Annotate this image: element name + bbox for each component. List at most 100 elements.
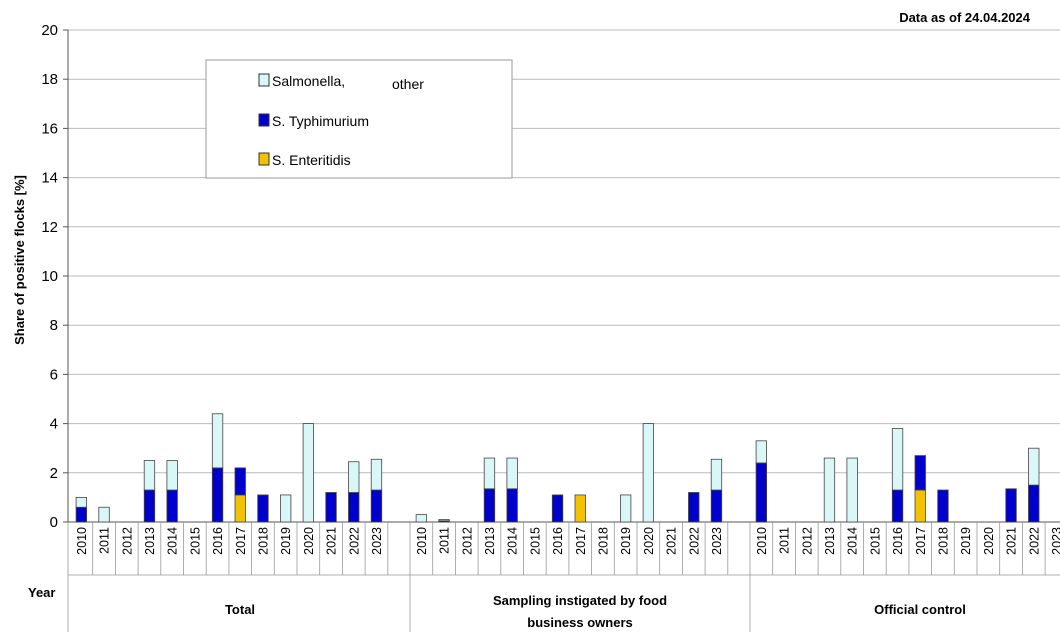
x-tick-label: 2018 xyxy=(936,527,950,555)
x-tick-label: 2019 xyxy=(279,527,293,555)
bar-segment-typhimurium xyxy=(370,489,383,523)
x-tick-label: 2018 xyxy=(596,527,610,555)
x-tick-label: 2021 xyxy=(665,527,679,555)
x-tick-label: 2021 xyxy=(1005,527,1019,555)
group-separators: Total Sampling instigated by food business… xyxy=(67,522,1060,632)
group-label: Sampling instigated by food xyxy=(493,593,667,608)
x-tick-label: 2015 xyxy=(868,527,882,555)
x-tick-label: 2012 xyxy=(800,527,814,555)
bar-segment-typhimurium xyxy=(551,494,564,523)
bar-segment-other xyxy=(483,457,496,490)
y-axis-ticks: 0 2 4 6 8 10 12 14 16 18 20 xyxy=(41,22,1060,531)
y-axis-label: Share of positive flocks [%] xyxy=(12,175,27,345)
bar-segment-other xyxy=(98,506,110,523)
x-tick-label: 2012 xyxy=(460,527,474,555)
x-tick-label: 2022 xyxy=(1027,527,1041,555)
y-tick-label: 8 xyxy=(50,317,58,334)
legend-box xyxy=(205,59,513,179)
bar-segment-other xyxy=(438,519,450,522)
x-tick-label: 2016 xyxy=(211,527,225,555)
bar-segment-typhimurium xyxy=(211,467,224,523)
bar-segment-other xyxy=(143,460,156,491)
legend-label-other: Salmonella, xyxy=(272,73,345,89)
x-tick-label: 2023 xyxy=(1050,527,1060,555)
x-tick-label: 2010 xyxy=(75,527,89,555)
legend-label-other-2: other xyxy=(392,76,424,92)
x-tick-label: 2020 xyxy=(302,527,316,555)
group-label: business owners xyxy=(527,615,632,630)
group-label: Total xyxy=(225,602,255,617)
x-tick-label: 2018 xyxy=(256,527,270,555)
x-tick-label: 2019 xyxy=(959,527,973,555)
x-tick-label: 2022 xyxy=(347,527,361,555)
legend-label-enteritidis: S. Enteritidis xyxy=(272,152,351,168)
bar-segment-typhimurium xyxy=(257,494,269,523)
y-tick-label: 12 xyxy=(41,219,58,236)
bar-segment-other xyxy=(211,413,224,469)
x-tick-label: 2011 xyxy=(438,527,452,554)
x-tick-label: 2011 xyxy=(778,527,792,554)
x-tick-label: 2017 xyxy=(914,527,928,555)
y-tick-label: 20 xyxy=(41,22,58,39)
y-tick-label: 10 xyxy=(41,268,58,285)
bar-segment-other xyxy=(755,440,767,464)
data-date-note: Data as of 24.04.2024 xyxy=(899,10,1031,25)
bar-segment-other xyxy=(302,423,315,523)
x-tick-label: 2011 xyxy=(98,527,112,554)
y-tick-label: 16 xyxy=(41,120,58,137)
x-tick-label: 2014 xyxy=(506,527,520,555)
x-axis-label: Year xyxy=(28,585,55,600)
y-tick-label: 18 xyxy=(41,71,58,88)
bar-segment-typhimurium xyxy=(1005,488,1017,523)
bar-segment-typhimurium xyxy=(506,488,518,523)
y-tick-label: 4 xyxy=(50,416,58,433)
bar-segment-typhimurium xyxy=(75,506,87,523)
x-tick-label: 2015 xyxy=(188,527,202,555)
bar-segment-other xyxy=(620,494,632,523)
x-tick-label: 2012 xyxy=(120,527,134,555)
x-tick-label: 2013 xyxy=(483,527,497,555)
x-tick-label: 2010 xyxy=(755,527,769,555)
bar-segment-typhimurium xyxy=(483,488,496,523)
x-tick-label: 2020 xyxy=(642,527,656,555)
x-tick-label: 2016 xyxy=(891,527,905,555)
bar-segment-other xyxy=(415,514,428,523)
legend: Salmonella, other S. Typhimurium S. Ente… xyxy=(205,59,513,179)
legend-swatch-other xyxy=(258,73,270,87)
bar-segment-typhimurium xyxy=(325,492,337,523)
bar-segment-other xyxy=(642,423,654,523)
bar-segment-other xyxy=(166,460,178,491)
x-tick-label: 2015 xyxy=(528,527,542,555)
bar-segment-other xyxy=(506,457,518,490)
x-tick-label: 2022 xyxy=(687,527,701,555)
x-tick-label: 2023 xyxy=(370,527,384,555)
bars xyxy=(75,413,1040,523)
x-tick-label: 2017 xyxy=(574,527,588,555)
x-tick-label: 2014 xyxy=(846,527,860,555)
bar-segment-typhimurium xyxy=(348,492,360,523)
y-tick-label: 6 xyxy=(50,366,58,383)
bar-segment-other xyxy=(279,494,292,523)
x-tick-label: 2017 xyxy=(234,527,248,555)
bar-segment-other xyxy=(891,428,904,491)
legend-swatch-typhimurium xyxy=(258,113,270,127)
bar-segment-typhimurium xyxy=(143,489,156,523)
y-tick-label: 2 xyxy=(50,465,58,482)
bar-segment-typhimurium xyxy=(891,489,904,523)
x-tick-label: 2014 xyxy=(166,527,180,555)
bar-segment-typhimurium xyxy=(755,462,767,523)
x-tick-label: 2010 xyxy=(415,527,429,555)
x-tick-label: 2023 xyxy=(710,527,724,555)
bar-segment-typhimurium xyxy=(166,489,178,523)
bar-segment-other xyxy=(710,458,723,491)
x-tick-label: 2021 xyxy=(325,527,339,555)
bar-segment-typhimurium xyxy=(234,467,246,496)
bar-segment-typhimurium xyxy=(688,492,700,523)
x-tick-label: 2019 xyxy=(619,527,633,555)
legend-swatch-enteritidis xyxy=(258,152,270,166)
bar-segment-other xyxy=(370,458,383,491)
bar-segment-other xyxy=(348,461,360,493)
bar-segment-other xyxy=(846,457,858,523)
legend-label-typhimurium: S. Typhimurium xyxy=(272,113,369,129)
